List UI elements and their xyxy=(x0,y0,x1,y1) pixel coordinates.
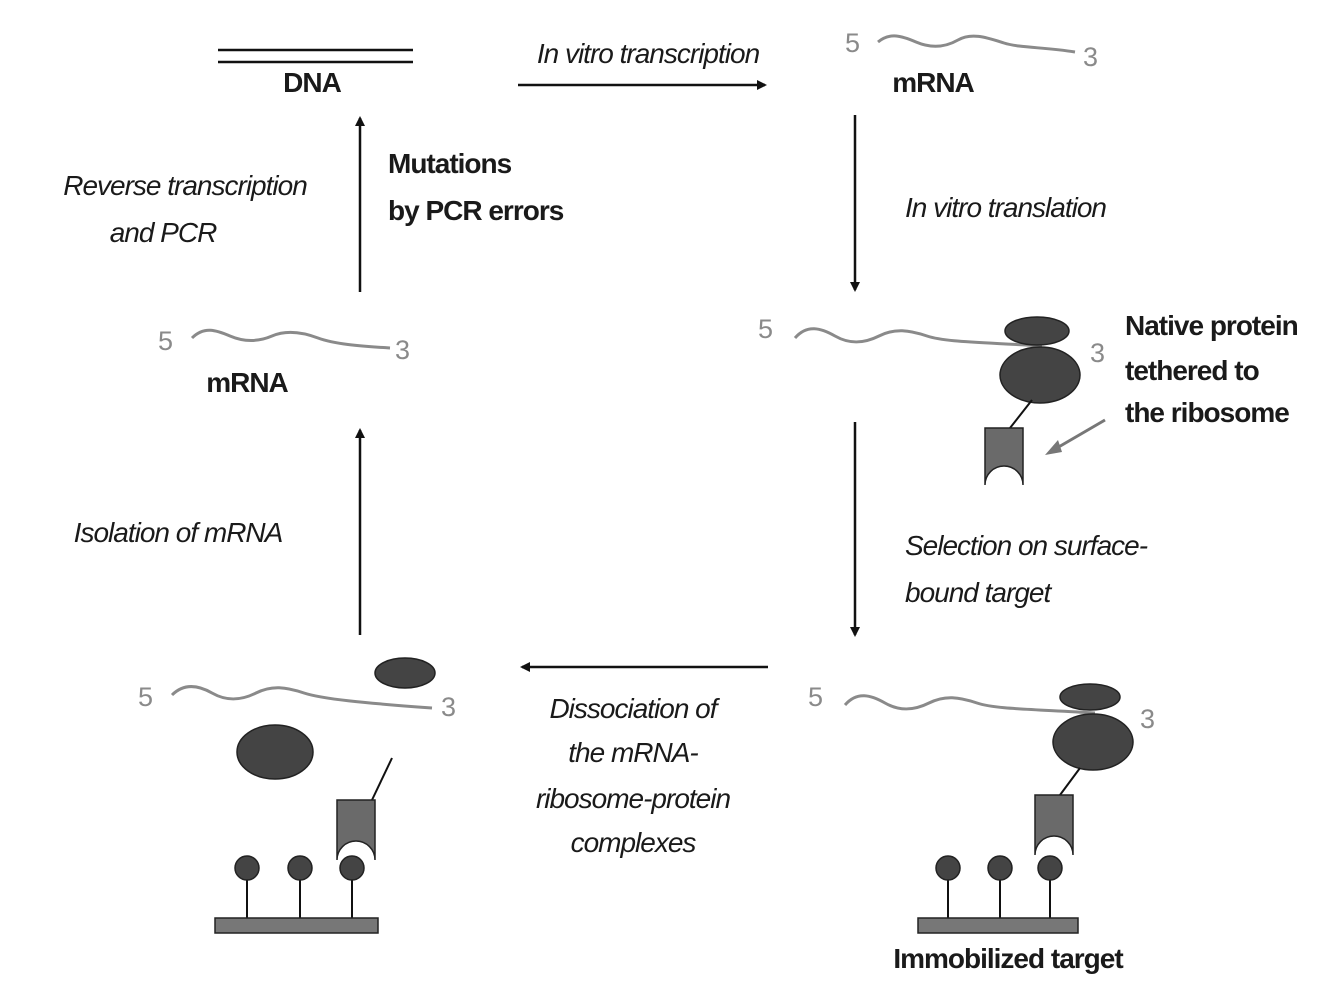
dissociated-complex: 5 3 xyxy=(138,657,456,934)
end-label: 3 xyxy=(441,692,455,722)
ribosome-small xyxy=(374,657,436,689)
ribosome-large xyxy=(1052,713,1134,771)
mrna-strand xyxy=(170,685,433,710)
step-label: complexes xyxy=(571,827,697,858)
step-label: and PCR xyxy=(110,217,217,248)
end-label: 3 xyxy=(1090,338,1104,368)
mrna-strand xyxy=(843,694,1096,715)
tether xyxy=(1009,399,1033,429)
end-label: 3 xyxy=(1083,42,1097,72)
end-label: 5 xyxy=(808,682,822,712)
tether xyxy=(1059,767,1081,796)
mrna-strand xyxy=(190,328,391,350)
step-label: Selection on surface- xyxy=(905,530,1148,561)
mrna-label: mRNA xyxy=(892,67,974,98)
mrna: 5 3 mRNA xyxy=(845,28,1098,98)
mrna-strand xyxy=(793,327,1043,348)
end-label: 5 xyxy=(845,28,859,58)
step-label: In vitro translation xyxy=(905,192,1106,223)
dna-label: DNA xyxy=(283,67,341,98)
step-label: bound target xyxy=(905,577,1052,608)
mrna-label: mRNA xyxy=(206,367,288,398)
tether xyxy=(371,757,393,801)
step-label: Reverse transcription xyxy=(63,170,307,201)
end-label: 3 xyxy=(395,335,409,365)
end-label: 5 xyxy=(158,326,172,356)
end-label: 3 xyxy=(1140,704,1154,734)
step-label: Dissociation of xyxy=(549,693,720,724)
dna: DNA xyxy=(218,48,413,98)
target-label: Immobilized target xyxy=(893,943,1123,974)
step-label: Isolation of mRNA xyxy=(74,517,283,548)
end-label: 5 xyxy=(138,682,152,712)
step-label: In vitro transcription xyxy=(537,38,760,69)
step-label: ribosome-protein xyxy=(536,783,731,814)
protein xyxy=(336,799,376,861)
complex-label: Native protein xyxy=(1125,310,1298,341)
ribosome-complex: 5 3 Native protein tethered to the ribos… xyxy=(758,310,1299,486)
ribosome-large xyxy=(999,346,1081,404)
pointer-head xyxy=(1045,440,1062,455)
mrna-strand xyxy=(877,34,1076,54)
ribosome-large xyxy=(236,724,314,780)
ribosome-small xyxy=(1004,316,1070,346)
protein xyxy=(1034,794,1074,856)
step-label: the mRNA- xyxy=(568,737,698,768)
protein xyxy=(984,427,1024,486)
mrna: 5 3 mRNA xyxy=(158,326,410,398)
target-surface xyxy=(917,855,1079,934)
step-note: by PCR errors xyxy=(388,195,564,226)
target-surface xyxy=(214,855,379,934)
bound-complex: 5 3 Immobilized target xyxy=(808,682,1155,974)
complex-label: tethered to xyxy=(1125,355,1260,386)
end-label: 5 xyxy=(758,314,772,344)
ribosome-small xyxy=(1059,683,1121,711)
complex-label: the ribosome xyxy=(1125,397,1289,428)
step-note: Mutations xyxy=(388,148,512,179)
